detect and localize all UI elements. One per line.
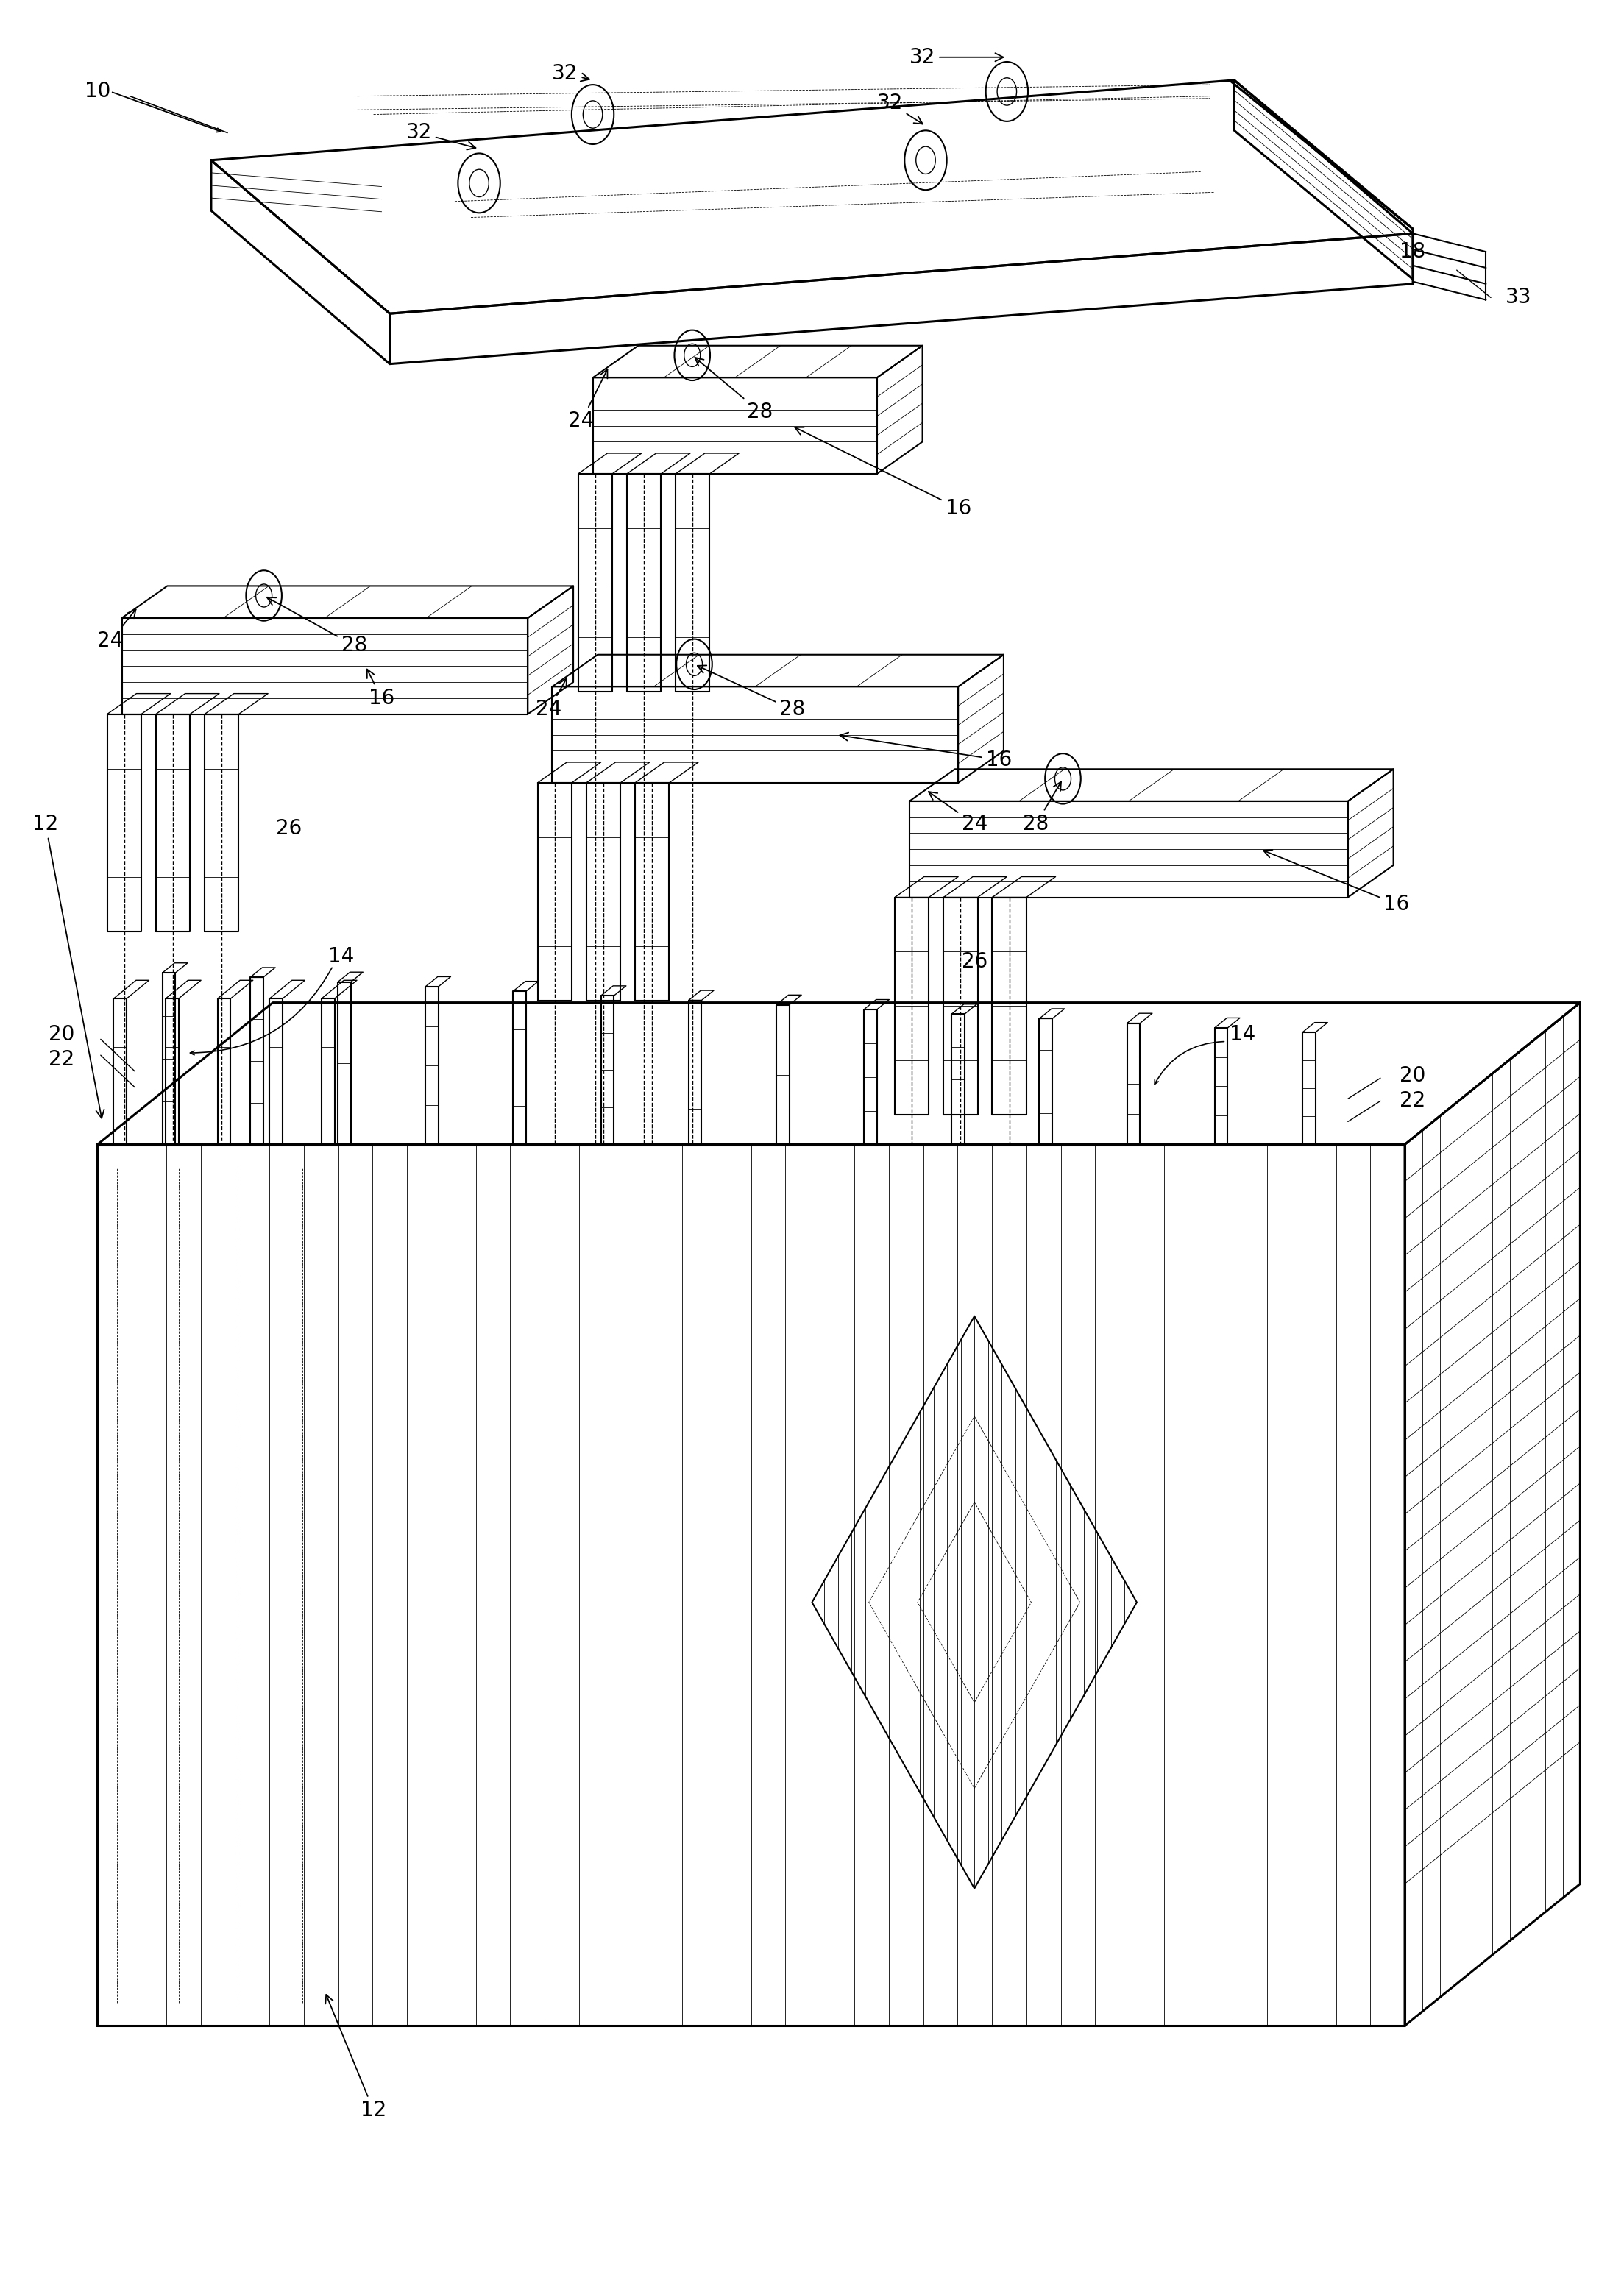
Text: 16: 16	[367, 668, 395, 710]
Text: 16: 16	[794, 428, 971, 520]
Text: 22: 22	[49, 1048, 75, 1071]
Text: 12: 12	[32, 813, 104, 1117]
Text: 24: 24	[97, 609, 136, 652]
Text: 28: 28	[697, 666, 806, 721]
Text: 22: 22	[1400, 1090, 1426, 1112]
Text: 26: 26	[961, 950, 987, 973]
Text: 32: 32	[552, 62, 590, 85]
Text: 32: 32	[909, 46, 1004, 69]
Text: 14: 14	[1229, 1023, 1255, 1046]
Text: 20: 20	[1400, 1064, 1426, 1087]
Text: 28: 28	[266, 597, 367, 657]
Text: 10: 10	[84, 80, 110, 103]
Text: 32: 32	[406, 121, 476, 149]
Text: 24: 24	[536, 678, 567, 721]
Text: 12: 12	[325, 1994, 387, 2122]
Text: 14: 14	[328, 945, 354, 968]
Text: 24: 24	[568, 369, 607, 433]
Text: 24: 24	[929, 792, 987, 835]
Text: 18: 18	[1400, 240, 1426, 263]
Text: 33: 33	[1505, 286, 1531, 309]
Text: 26: 26	[276, 817, 302, 840]
Text: 16: 16	[840, 732, 1012, 771]
Text: 16: 16	[1263, 849, 1410, 916]
Text: 20: 20	[49, 1023, 75, 1046]
Text: 32: 32	[877, 92, 922, 124]
Text: 28: 28	[1023, 783, 1060, 835]
Text: 28: 28	[695, 357, 773, 423]
